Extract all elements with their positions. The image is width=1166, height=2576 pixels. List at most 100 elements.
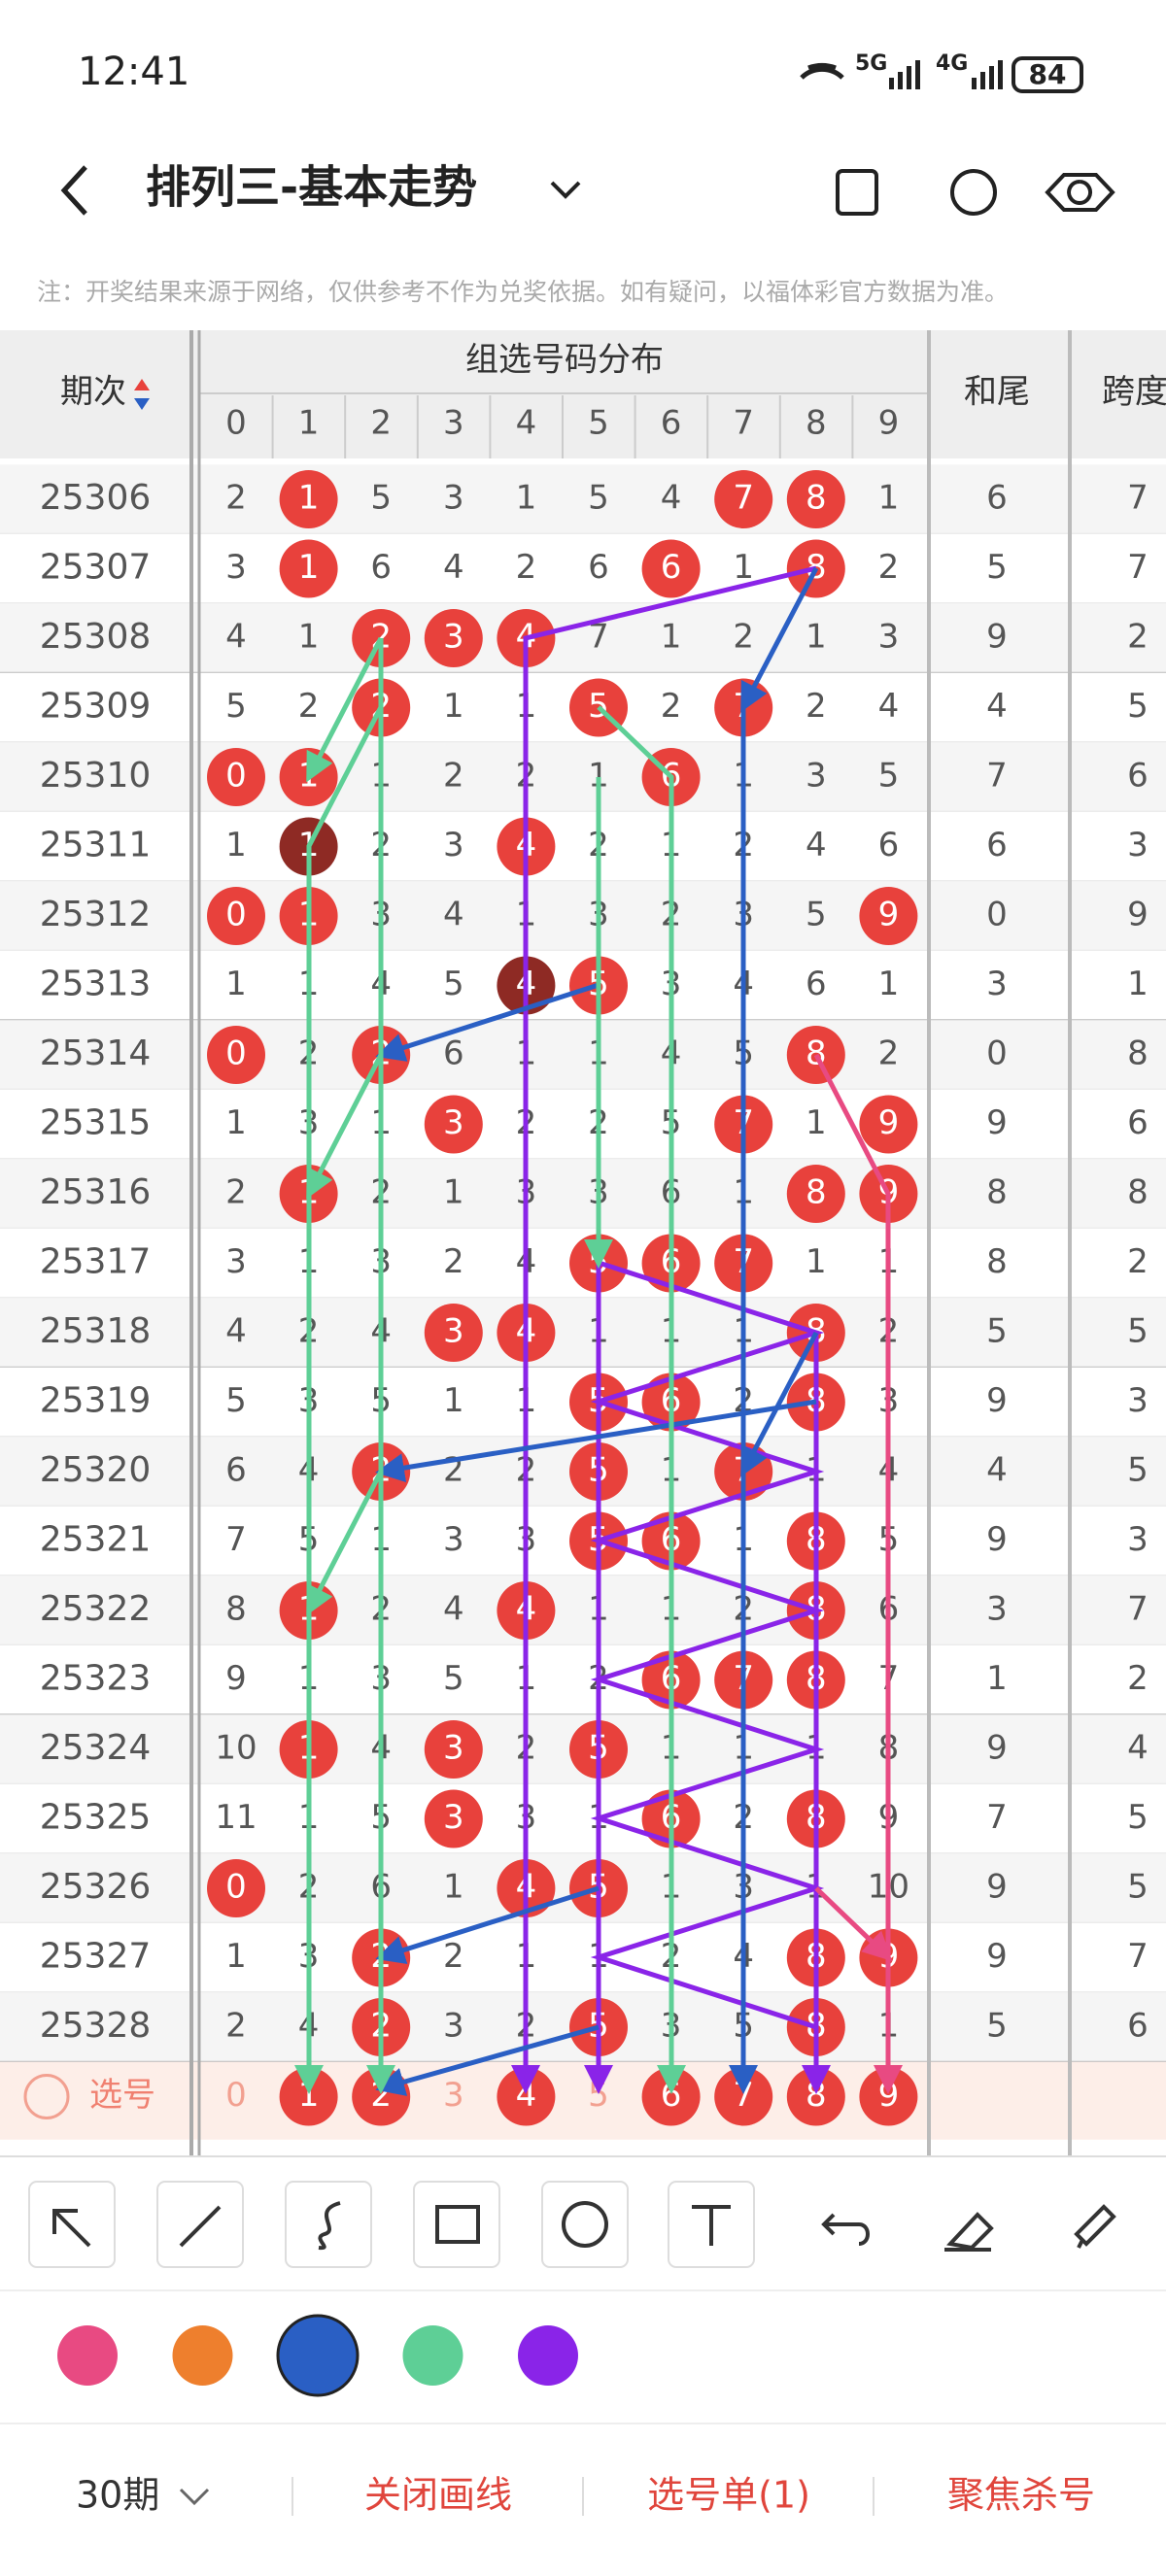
omission: 4 xyxy=(225,618,247,657)
digit-header: 6 xyxy=(661,404,682,443)
digit-header: 5 xyxy=(588,404,609,443)
page-title[interactable]: 排列三-基本走势 xyxy=(146,161,477,214)
digit-header: 9 xyxy=(878,404,900,443)
select-radio[interactable] xyxy=(23,2074,70,2119)
omission: 7 xyxy=(588,618,609,657)
battery-icon xyxy=(1012,56,1083,93)
omission: 2 xyxy=(878,1034,900,1073)
share-button[interactable] xyxy=(950,169,997,216)
tool-curve[interactable] xyxy=(285,2181,372,2268)
tool-text[interactable] xyxy=(668,2181,755,2268)
digit-header: 7 xyxy=(733,404,754,443)
omission: 1 xyxy=(225,1937,247,1976)
period: 25311 xyxy=(40,826,152,865)
omission: 1 xyxy=(806,1242,827,1281)
select-number[interactable]: 3 xyxy=(443,2076,464,2115)
omission: 4 xyxy=(225,1312,247,1351)
omission: 2 xyxy=(225,2007,247,2046)
tool-clear[interactable] xyxy=(1074,2204,1116,2249)
ball-number: 0 xyxy=(225,896,247,934)
digit-header: 3 xyxy=(443,404,464,443)
color-swatch[interactable] xyxy=(57,2325,118,2386)
sum-tail: 6 xyxy=(986,479,1008,518)
tool-eraser[interactable] xyxy=(944,2212,994,2252)
span: 8 xyxy=(1127,1173,1149,1212)
omission: 5 xyxy=(443,1659,464,1698)
tool-undo[interactable] xyxy=(821,2213,870,2246)
ball xyxy=(424,1720,483,1779)
omission: 3 xyxy=(878,618,900,657)
ball xyxy=(424,1304,483,1362)
omission: 1 xyxy=(225,965,247,1003)
color-swatch[interactable] xyxy=(172,2325,233,2386)
row-bg xyxy=(0,742,1166,812)
col-period[interactable]: 期次 xyxy=(60,373,126,412)
wifi-icon xyxy=(800,62,844,80)
color-swatch[interactable] xyxy=(276,2314,360,2397)
ball xyxy=(424,1789,483,1848)
digit-header: 0 xyxy=(225,404,247,443)
omission: 3 xyxy=(806,757,827,796)
ball xyxy=(279,470,338,528)
sum-tail: 0 xyxy=(986,1034,1008,1073)
omission: 2 xyxy=(443,757,464,796)
ball-number: 7 xyxy=(733,479,754,518)
sort-up[interactable] xyxy=(134,379,150,390)
omission: 1 xyxy=(225,826,247,864)
select-number[interactable]: 0 xyxy=(225,2076,247,2115)
network-4g: 4G xyxy=(936,51,968,76)
omission: 1 xyxy=(516,479,537,518)
tool-rect[interactable] xyxy=(413,2181,500,2268)
period: 25307 xyxy=(40,548,152,588)
focus-kill[interactable]: 聚焦杀号 xyxy=(947,2474,1095,2517)
span: 2 xyxy=(1127,618,1149,657)
period: 25310 xyxy=(40,756,152,796)
sum-tail: 5 xyxy=(986,1312,1008,1351)
ball-number: 1 xyxy=(298,548,320,587)
tool-arrow[interactable] xyxy=(28,2181,116,2268)
title-dropdown[interactable] xyxy=(550,181,581,199)
sum-tail: 4 xyxy=(986,1451,1008,1490)
period-select[interactable]: 30期 xyxy=(76,2474,159,2517)
omission: 5 xyxy=(225,1381,247,1420)
omission: 7 xyxy=(225,1520,247,1559)
span: 5 xyxy=(1127,1798,1149,1837)
period: 25319 xyxy=(40,1381,152,1421)
toolbar xyxy=(28,2181,1116,2268)
ball xyxy=(207,1026,265,1084)
ball-number: 3 xyxy=(443,1103,464,1142)
color-swatch[interactable] xyxy=(402,2325,463,2386)
sum-tail: 9 xyxy=(986,1381,1008,1420)
omission: 5 xyxy=(443,965,464,1003)
close-lines[interactable]: 关闭画线 xyxy=(364,2474,512,2517)
omission: 2 xyxy=(806,687,827,726)
omission: 6 xyxy=(806,965,827,1003)
period-dropdown[interactable] xyxy=(179,2488,210,2506)
ball-number: 8 xyxy=(806,1173,827,1212)
ball-number: 5 xyxy=(588,687,609,726)
ball xyxy=(786,470,845,528)
period: 25320 xyxy=(40,1450,152,1490)
period: 25309 xyxy=(40,687,152,727)
omission: 6 xyxy=(588,548,609,587)
selection-list[interactable]: 选号单(1) xyxy=(647,2474,810,2517)
omission: 4 xyxy=(661,479,682,518)
sort-down[interactable] xyxy=(134,398,150,410)
sum-tail: 3 xyxy=(986,1590,1008,1629)
back-button[interactable] xyxy=(60,165,87,216)
omission: 1 xyxy=(878,965,900,1003)
omission: 1 xyxy=(225,1103,247,1142)
col-tail: 和尾 xyxy=(964,373,1030,412)
ball-number: 9 xyxy=(878,896,900,934)
digit-header: 8 xyxy=(806,404,827,443)
screen-toggle[interactable] xyxy=(836,169,878,216)
ball xyxy=(207,748,265,806)
drawn-lines xyxy=(294,565,903,2096)
period: 25306 xyxy=(40,478,152,518)
period: 25313 xyxy=(40,965,152,1004)
tool-line[interactable] xyxy=(156,2181,244,2268)
tool-circle[interactable] xyxy=(541,2181,629,2268)
col-span: 跨度 xyxy=(1102,373,1166,412)
settings-button[interactable] xyxy=(1045,173,1115,212)
color-swatch[interactable] xyxy=(518,2325,578,2386)
